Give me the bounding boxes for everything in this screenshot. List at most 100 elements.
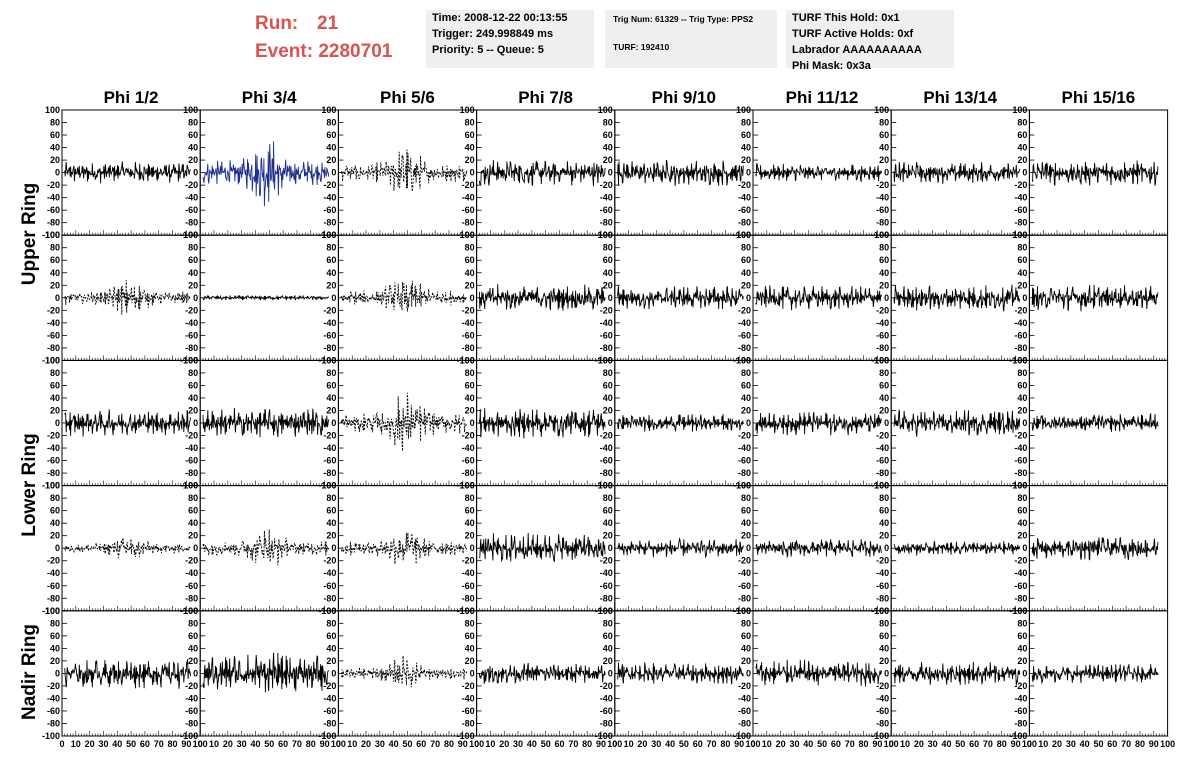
x-tick-label: 90	[596, 739, 606, 749]
y-tick-label: 0	[1022, 668, 1027, 678]
y-tick-label: 40	[879, 518, 889, 528]
x-tick-label: 70	[1121, 739, 1131, 749]
y-tick-label: 40	[741, 393, 751, 403]
y-tick-label: -100	[42, 230, 60, 240]
y-tick-label: 20	[50, 531, 60, 541]
waveform-trace	[479, 532, 606, 563]
y-tick-label: 60	[188, 380, 198, 390]
y-tick-label: 100	[874, 355, 889, 365]
y-tick-label: 20	[465, 656, 475, 666]
y-tick-label: 60	[1017, 506, 1027, 516]
x-tick-label: 30	[98, 739, 108, 749]
y-tick-label: -60	[47, 581, 60, 591]
x-tick-label: 80	[997, 739, 1007, 749]
run-event-block: Run: 21 Event: 2280701	[255, 10, 392, 66]
x-tick-label: 70	[292, 739, 302, 749]
y-tick-label: -80	[600, 468, 613, 478]
y-tick-label: 20	[879, 280, 889, 290]
waveform-trace	[617, 159, 744, 187]
y-tick-label: 100	[736, 355, 751, 365]
y-tick-label: 40	[50, 643, 60, 653]
y-tick-label: 80	[741, 118, 751, 128]
x-tick-label: 70	[983, 739, 993, 749]
x-tick-label: 70	[845, 739, 855, 749]
y-tick-label: -80	[738, 593, 751, 603]
y-tick-label: 80	[879, 618, 889, 628]
y-tick-label: 20	[188, 531, 198, 541]
x-tick-label: 40	[803, 739, 813, 749]
y-tick-label: -20	[323, 180, 336, 190]
waveform-trace	[340, 532, 468, 565]
y-tick-label: 0	[331, 168, 336, 178]
y-tick-label: 60	[465, 631, 475, 641]
y-tick-label: 60	[188, 130, 198, 140]
y-tick-label: -80	[876, 218, 889, 228]
y-tick-label: 80	[879, 493, 889, 503]
y-tick-label: 80	[465, 493, 475, 503]
event-value: 2280701	[318, 41, 393, 62]
y-tick-label: 100	[598, 481, 613, 491]
y-tick-label: 80	[879, 243, 889, 253]
y-tick-label: -40	[462, 693, 475, 703]
y-tick-label: 20	[741, 155, 751, 165]
y-tick-label: 60	[465, 255, 475, 265]
y-tick-label: -80	[600, 593, 613, 603]
y-tick-label: 40	[188, 268, 198, 278]
y-tick-label: 60	[741, 130, 751, 140]
y-tick-label: -100	[42, 731, 60, 741]
y-tick-label: 40	[879, 143, 889, 153]
y-tick-label: 80	[326, 618, 336, 628]
y-tick-label: 100	[183, 105, 198, 115]
x-tick-label: 100	[607, 739, 622, 749]
y-tick-label: 100	[1012, 230, 1027, 240]
y-tick-label: -60	[738, 330, 751, 340]
y-tick-label: -20	[1014, 681, 1027, 691]
y-tick-label: -100	[871, 731, 889, 741]
y-tick-label: 60	[50, 380, 60, 390]
y-tick-label: -80	[738, 718, 751, 728]
y-tick-label: 40	[879, 643, 889, 653]
y-tick-label: 0	[746, 293, 751, 303]
y-tick-label: -40	[1014, 443, 1027, 453]
y-tick-label: -80	[600, 718, 613, 728]
y-tick-label: 100	[321, 230, 336, 240]
y-tick-label: 60	[741, 380, 751, 390]
y-tick-label: 80	[741, 618, 751, 628]
waveform-trace	[64, 161, 191, 184]
y-tick-label: -40	[323, 193, 336, 203]
x-tick-label: 90	[320, 739, 330, 749]
waveform-trace	[755, 659, 882, 687]
y-tick-label: 80	[879, 118, 889, 128]
y-tick-label: 20	[879, 531, 889, 541]
y-tick-label: -20	[876, 431, 889, 441]
y-tick-label: -100	[42, 606, 60, 616]
y-tick-label: -20	[1014, 556, 1027, 566]
x-tick-label: 40	[1080, 739, 1090, 749]
y-tick-label: 100	[598, 105, 613, 115]
x-tick-label: 90	[1149, 739, 1159, 749]
column-header: Phi 7/8	[518, 88, 573, 107]
y-tick-label: -20	[185, 305, 198, 315]
trig-info-box: Trig Num: 61329 -- Trig Type: PPS2 TURF:…	[605, 10, 777, 68]
x-tick-label: 70	[707, 739, 717, 749]
y-tick-label: -60	[876, 706, 889, 716]
y-tick-label: 80	[1017, 493, 1027, 503]
y-tick-label: 80	[50, 243, 60, 253]
y-tick-label: -60	[738, 706, 751, 716]
y-tick-label: -60	[876, 330, 889, 340]
y-tick-label: 40	[326, 518, 336, 528]
y-tick-label: -60	[47, 456, 60, 466]
y-tick-label: 0	[55, 168, 60, 178]
y-tick-label: -20	[462, 556, 475, 566]
y-tick-label: 60	[1017, 631, 1027, 641]
y-tick-label: -40	[600, 568, 613, 578]
y-tick-label: 80	[188, 493, 198, 503]
y-tick-label: 60	[326, 380, 336, 390]
y-tick-label: 80	[465, 243, 475, 253]
y-tick-label: -60	[738, 581, 751, 591]
y-tick-label: -80	[462, 218, 475, 228]
y-tick-label: -20	[876, 180, 889, 190]
x-tick-label: 40	[112, 739, 122, 749]
y-tick-label: -40	[47, 193, 60, 203]
y-tick-label: -40	[462, 443, 475, 453]
